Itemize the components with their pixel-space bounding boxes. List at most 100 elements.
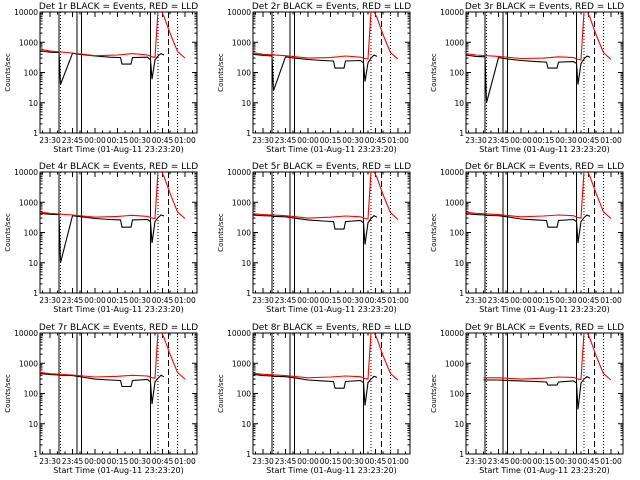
chart-title: Det 2r BLACK = Events, RED = LLD [252, 2, 411, 12]
x-tick-label: 23:30 [465, 136, 487, 145]
panel-det-7: Det 7r BLACK = Events, RED = LLD Start Ti… [4, 323, 198, 475]
x-tick-label: 01:00 [600, 136, 622, 145]
marker-lines [271, 172, 391, 293]
x-axis-label: Start Time (01-Aug-11 23:23:20) [479, 305, 610, 314]
panel-det-8: Det 8r BLACK = Events, RED = LLD Start Ti… [217, 323, 411, 475]
series-group [466, 172, 612, 244]
x-tick-label: 00:30 [342, 457, 364, 466]
series-line-lld [40, 172, 186, 220]
x-tick-label: 00:45 [365, 457, 387, 466]
panel-det-5: Det 5r BLACK = Events, RED = LLD Start Ti… [217, 162, 411, 314]
chart-title: Det 7r BLACK = Events, RED = LLD [39, 323, 198, 333]
y-tick-label: 10 [241, 99, 251, 108]
x-tick-label: 00:00 [297, 136, 319, 145]
y-tick-label: 10 [28, 99, 38, 108]
x-tick-label: 23:30 [39, 296, 61, 305]
series-group [466, 12, 612, 103]
x-tick-label: 01:00 [174, 457, 196, 466]
x-tick-label: 00:15 [107, 296, 129, 305]
y-tick-label: 10000 [440, 8, 464, 17]
x-tick-label: 01:00 [600, 457, 622, 466]
x-axis-label: Start Time (01-Aug-11 23:23:20) [266, 466, 397, 475]
panel-det-1: Det 1r BLACK = Events, RED = LLD Start Ti… [4, 2, 198, 154]
x-tick-label: 01:00 [174, 296, 196, 305]
x-tick-label: 23:45 [62, 457, 84, 466]
x-tick-label: 01:00 [387, 296, 409, 305]
x-tick-label: 00:30 [555, 136, 577, 145]
x-axis-label: Start Time (01-Aug-11 23:23:20) [479, 466, 610, 475]
x-tick-label: 01:00 [387, 136, 409, 145]
y-axis-label: Counts/sec [217, 374, 225, 413]
series-line-events [253, 373, 378, 406]
series-group [40, 172, 186, 263]
y-tick-label: 10 [28, 259, 38, 268]
marker-lines [271, 333, 391, 454]
x-tick-label: 00:45 [152, 457, 174, 466]
y-axis-label: Counts/sec [430, 53, 438, 92]
y-tick-label: 1 [459, 289, 464, 298]
x-tick-label: 01:00 [174, 136, 196, 145]
y-tick-label: 1000 [232, 38, 251, 47]
y-tick-label: 100 [237, 229, 252, 238]
y-tick-label: 100 [450, 390, 465, 399]
y-tick-label: 100 [24, 390, 39, 399]
x-tick-label: 01:00 [387, 457, 409, 466]
x-tick-label: 00:15 [320, 136, 342, 145]
plot-frame [39, 332, 198, 455]
x-tick-label: 00:45 [365, 296, 387, 305]
y-tick-label: 10000 [14, 8, 38, 17]
series-group [483, 333, 612, 410]
y-tick-label: 100 [24, 229, 39, 238]
chart-title: Det 5r BLACK = Events, RED = LLD [252, 162, 411, 172]
x-tick-label: 00:15 [533, 136, 555, 145]
plot-frame [39, 171, 198, 294]
y-tick-label: 1 [459, 129, 464, 138]
marker-lines [484, 172, 604, 293]
y-tick-label: 1 [459, 450, 464, 459]
y-tick-label: 100 [450, 229, 465, 238]
x-tick-label: 00:15 [107, 136, 129, 145]
x-tick-label: 00:45 [578, 457, 600, 466]
series-line-events [466, 54, 591, 103]
x-tick-label: 00:30 [555, 457, 577, 466]
series-line-lld [483, 333, 612, 381]
x-tick-label: 00:30 [129, 457, 151, 466]
panel-det-2: Det 2r BLACK = Events, RED = LLD Start Ti… [217, 2, 411, 154]
series-line-lld [253, 172, 399, 220]
marker-lines [271, 12, 391, 133]
x-axis-label: Start Time (01-Aug-11 23:23:20) [53, 305, 184, 314]
y-tick-label: 1000 [445, 38, 464, 47]
x-tick-label: 00:00 [84, 457, 106, 466]
plot-frame [39, 11, 198, 134]
x-tick-label: 00:15 [533, 457, 555, 466]
y-tick-label: 100 [237, 69, 252, 78]
x-tick-label: 23:45 [275, 136, 297, 145]
series-line-events [40, 212, 165, 263]
y-tick-label: 1000 [445, 359, 464, 368]
y-tick-label: 10000 [440, 168, 464, 177]
x-tick-label: 00:00 [297, 457, 319, 466]
y-tick-label: 10000 [440, 329, 464, 338]
y-tick-label: 1 [246, 289, 251, 298]
y-tick-label: 100 [237, 390, 252, 399]
y-tick-label: 1000 [19, 198, 38, 207]
chart-title: Det 6r BLACK = Events, RED = LLD [465, 162, 624, 172]
marker-lines [58, 333, 178, 454]
series-line-events [483, 376, 591, 410]
x-tick-label: 23:30 [252, 296, 274, 305]
series-line-lld [253, 12, 399, 60]
x-tick-label: 00:45 [578, 296, 600, 305]
chart-title: Det 4r BLACK = Events, RED = LLD [39, 162, 198, 172]
x-tick-label: 23:30 [39, 136, 61, 145]
x-tick-label: 00:15 [107, 457, 129, 466]
chart-title: Det 8r BLACK = Events, RED = LLD [252, 323, 411, 333]
plot-frame [252, 171, 411, 294]
x-tick-label: 00:30 [342, 136, 364, 145]
x-axis-label: Start Time (01-Aug-11 23:23:20) [266, 145, 397, 154]
y-axis-label: Counts/sec [4, 53, 12, 92]
marker-lines [58, 12, 178, 133]
x-tick-label: 23:30 [252, 457, 274, 466]
x-tick-label: 23:45 [62, 296, 84, 305]
series-line-lld [466, 12, 612, 61]
y-tick-label: 1 [246, 450, 251, 459]
